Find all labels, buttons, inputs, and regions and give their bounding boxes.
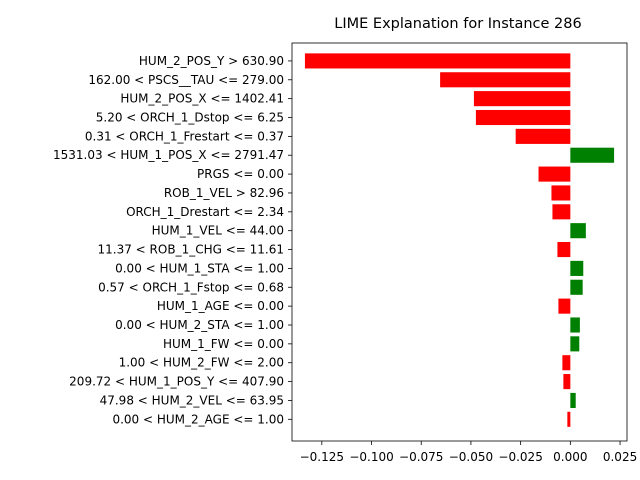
bar-3 xyxy=(475,109,571,126)
y-tick-label-4: 0.31 < ORCH_1_Frestart <= 0.37 xyxy=(85,129,284,143)
x-tick-label-0: −0.125 xyxy=(300,450,344,464)
y-tick-label-6: PRGS <= 0.00 xyxy=(197,167,284,181)
bar-15 xyxy=(570,336,580,352)
y-tick-label-14: 0.00 < HUM_2_STA <= 1.00 xyxy=(115,318,284,332)
bar-0 xyxy=(304,53,571,69)
y-tick-label-19: 0.00 < HUM_2_AGE <= 1.00 xyxy=(112,412,284,426)
bar-14 xyxy=(570,317,580,333)
bar-9 xyxy=(570,223,586,239)
y-tick-label-8: ORCH_1_Drestart <= 2.34 xyxy=(126,205,284,219)
bar-18 xyxy=(570,392,576,408)
bar-6 xyxy=(538,166,571,182)
y-tick-label-11: 0.00 < HUM_1_STA <= 1.00 xyxy=(115,261,284,275)
x-tick-labels: −0.125 −0.100 −0.075 −0.050 −0.025 0.000 0.025 xyxy=(300,450,638,464)
y-tick-label-18: 47.98 < HUM_2_VEL <= 63.95 xyxy=(100,393,284,407)
y-tick-label-10: 11.37 < ROB_1_CHG <= 11.61 xyxy=(98,243,284,257)
x-tick-label-4: −0.025 xyxy=(498,450,542,464)
y-tick-label-7: ROB_1_VEL > 82.96 xyxy=(164,186,284,200)
y-tick-label-1: 162.00 < PSCS__TAU <= 279.00 xyxy=(88,73,284,87)
chart-title: LIME Explanation for Instance 286 xyxy=(334,16,581,32)
y-tick-label-9: HUM_1_VEL <= 44.00 xyxy=(152,224,284,238)
bar-12 xyxy=(570,279,583,295)
x-tick-label-3: −0.050 xyxy=(449,450,493,464)
bar-17 xyxy=(563,374,571,390)
bar-5 xyxy=(570,147,615,163)
y-tick-label-5: 1531.03 < HUM_1_POS_X <= 2791.47 xyxy=(53,148,284,162)
bar-16 xyxy=(562,355,571,371)
x-tick-label-5: 0.000 xyxy=(553,450,587,464)
y-tick-label-16: 1.00 < HUM_2_FW <= 2.00 xyxy=(119,356,284,370)
y-tick-labels: HUM_2_POS_Y > 630.90 162.00 < PSCS__TAU <… xyxy=(53,54,284,426)
y-tick-label-2: HUM_2_POS_X <= 1402.41 xyxy=(120,92,284,106)
bar-2 xyxy=(473,91,571,107)
x-tick-label-6: 0.025 xyxy=(603,450,637,464)
bars-layer xyxy=(304,53,615,427)
bar-1 xyxy=(440,72,571,88)
bar-10 xyxy=(557,242,571,258)
y-tick-label-15: HUM_1_FW <= 0.00 xyxy=(163,337,284,351)
axes-layer xyxy=(288,42,628,445)
bar-11 xyxy=(570,260,584,276)
bar-4 xyxy=(515,128,571,144)
x-tick-label-2: −0.075 xyxy=(399,450,443,464)
bar-8 xyxy=(552,204,571,220)
x-tick-label-1: −0.100 xyxy=(349,450,393,464)
y-tick-label-0: HUM_2_POS_Y > 630.90 xyxy=(139,54,284,68)
y-tick-label-3: 5.20 < ORCH_1_Dstop <= 6.25 xyxy=(96,111,284,125)
y-tick-label-13: HUM_1_AGE <= 0.00 xyxy=(157,299,284,313)
y-tick-label-12: 0.57 < ORCH_1_Fstop <= 0.68 xyxy=(98,280,284,294)
bar-13 xyxy=(558,298,571,314)
plot-frame xyxy=(291,42,628,442)
bar-7 xyxy=(551,185,571,201)
bar-19 xyxy=(567,411,571,427)
y-tick-label-17: 209.72 < HUM_1_POS_Y <= 407.90 xyxy=(69,375,284,389)
